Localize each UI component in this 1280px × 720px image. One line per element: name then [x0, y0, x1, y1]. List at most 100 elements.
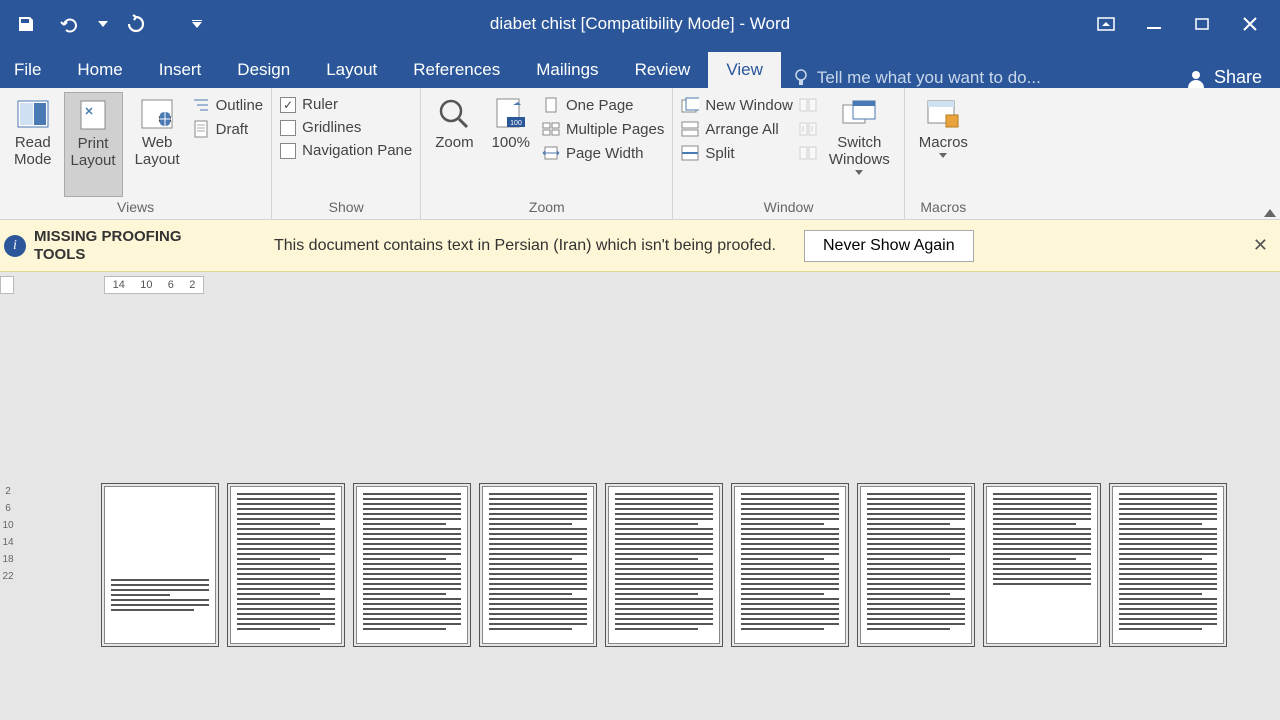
document-area[interactable]: 2 6 10 14 18 22	[0, 298, 1280, 720]
page-thumbnails	[16, 298, 1280, 720]
outline-button[interactable]: Outline	[192, 96, 264, 114]
one-page-button[interactable]: One Page	[542, 96, 664, 114]
tab-layout[interactable]: Layout	[308, 52, 395, 88]
page-width-button[interactable]: Page Width	[542, 144, 664, 162]
ruler-scale: 14 10 6 2	[104, 276, 204, 294]
page-thumbnail[interactable]	[1112, 486, 1224, 644]
group-zoom: Zoom 100 100% One Page Multiple Pages Pa…	[421, 88, 673, 219]
share-button[interactable]: Share	[1168, 67, 1280, 88]
collapse-ribbon-button[interactable]	[1264, 209, 1276, 217]
macros-icon	[926, 99, 960, 129]
multiple-pages-icon	[542, 122, 560, 136]
tab-mailings[interactable]: Mailings	[518, 52, 616, 88]
zoom-100-icon: 100	[493, 97, 529, 131]
ruler-checkbox[interactable]: ✓ Ruler	[280, 96, 412, 113]
undo-button[interactable]	[52, 6, 88, 42]
zoom-100-button[interactable]: 100 100%	[486, 92, 536, 197]
message-text: This document contains text in Persian (…	[274, 237, 776, 255]
checkbox-icon	[280, 143, 296, 159]
tab-home[interactable]: Home	[59, 52, 140, 88]
outline-icon	[192, 97, 210, 113]
page-thumbnail[interactable]	[986, 486, 1098, 644]
tab-insert[interactable]: Insert	[141, 52, 220, 88]
undo-dropdown[interactable]	[96, 6, 110, 42]
page-width-icon	[542, 146, 560, 160]
repeat-button[interactable]	[118, 6, 154, 42]
maximize-button[interactable]	[1190, 12, 1214, 36]
checkbox-icon	[280, 120, 296, 136]
tell-me-placeholder: Tell me what you want to do...	[817, 68, 1041, 88]
close-icon	[1243, 17, 1257, 31]
page-thumbnail[interactable]	[356, 486, 468, 644]
document-title: diabet chist [Compatibility Mode] - Word	[490, 14, 790, 34]
page-thumbnail[interactable]	[230, 486, 342, 644]
read-mode-icon	[17, 100, 49, 128]
switch-windows-label: Switch Windows	[829, 134, 890, 168]
reset-window-icon	[799, 146, 817, 160]
page-thumbnail[interactable]	[104, 486, 216, 644]
group-window-label: Window	[681, 197, 895, 219]
split-button[interactable]: Split	[681, 144, 793, 162]
save-button[interactable]	[8, 6, 44, 42]
print-layout-button[interactable]: Print Layout	[64, 92, 123, 197]
window-controls	[1094, 12, 1280, 36]
minimize-button[interactable]	[1142, 12, 1166, 36]
arrange-all-button[interactable]: Arrange All	[681, 120, 793, 138]
view-side-by-side-button	[799, 96, 817, 114]
title-bar: diabet chist [Compatibility Mode] - Word	[0, 0, 1280, 48]
ribbon-display-options[interactable]	[1094, 12, 1118, 36]
read-mode-button[interactable]: Read Mode	[8, 92, 58, 197]
chevron-up-icon	[1264, 209, 1276, 217]
arrange-all-icon	[681, 121, 699, 137]
share-label: Share	[1214, 67, 1262, 88]
switch-windows-button[interactable]: Switch Windows	[823, 92, 896, 197]
zoom-icon	[437, 97, 471, 131]
draft-button[interactable]: Draft	[192, 120, 264, 138]
tab-review[interactable]: Review	[617, 52, 709, 88]
vertical-ruler[interactable]: 2 6 10 14 18 22	[0, 298, 16, 720]
group-views-label: Views	[8, 197, 263, 219]
navigation-pane-checkbox[interactable]: Navigation Pane	[280, 142, 412, 159]
split-icon	[681, 145, 699, 161]
page-thumbnail[interactable]	[734, 486, 846, 644]
checkbox-icon: ✓	[280, 97, 296, 113]
qat-customize[interactable]	[190, 6, 204, 42]
print-layout-icon	[78, 100, 108, 130]
one-page-label: One Page	[566, 97, 634, 114]
zoom-label: Zoom	[435, 134, 473, 151]
group-window: New Window Arrange All Split Switch Wind…	[673, 88, 904, 219]
new-window-button[interactable]: New Window	[681, 96, 793, 114]
side-by-side-icon	[799, 98, 817, 112]
new-window-icon	[681, 97, 699, 113]
never-show-again-button[interactable]: Never Show Again	[804, 230, 974, 262]
macros-button[interactable]: Macros	[913, 92, 974, 197]
group-show: ✓ Ruler Gridlines Navigation Pane Show	[272, 88, 421, 219]
close-button[interactable]	[1238, 12, 1262, 36]
group-zoom-label: Zoom	[429, 197, 664, 219]
group-macros: Macros Macros	[905, 88, 982, 219]
tell-me-search[interactable]: Tell me what you want to do...	[781, 68, 1053, 88]
one-page-icon	[544, 97, 558, 113]
web-layout-button[interactable]: Web Layout	[129, 92, 186, 197]
message-title: MISSING PROOFING TOOLS	[34, 228, 234, 264]
gridlines-label: Gridlines	[302, 119, 361, 136]
zoom-button[interactable]: Zoom	[429, 92, 479, 197]
tab-view[interactable]: View	[708, 52, 781, 88]
tab-file[interactable]: File	[0, 52, 59, 88]
zoom-100-label: 100%	[492, 134, 530, 151]
message-close-button[interactable]: ✕	[1253, 235, 1268, 256]
tab-design[interactable]: Design	[219, 52, 308, 88]
split-label: Split	[705, 145, 734, 162]
tab-references[interactable]: References	[395, 52, 518, 88]
gridlines-checkbox[interactable]: Gridlines	[280, 119, 412, 136]
lightbulb-icon	[793, 68, 809, 88]
multiple-pages-button[interactable]: Multiple Pages	[542, 120, 664, 138]
page-thumbnail[interactable]	[608, 486, 720, 644]
repeat-icon	[126, 14, 146, 34]
maximize-icon	[1195, 18, 1209, 30]
page-thumbnail[interactable]	[860, 486, 972, 644]
ruler-corner	[0, 276, 14, 294]
page-thumbnail[interactable]	[482, 486, 594, 644]
chevron-down-icon	[192, 20, 202, 28]
horizontal-ruler[interactable]: 14 10 6 2	[0, 272, 1280, 298]
